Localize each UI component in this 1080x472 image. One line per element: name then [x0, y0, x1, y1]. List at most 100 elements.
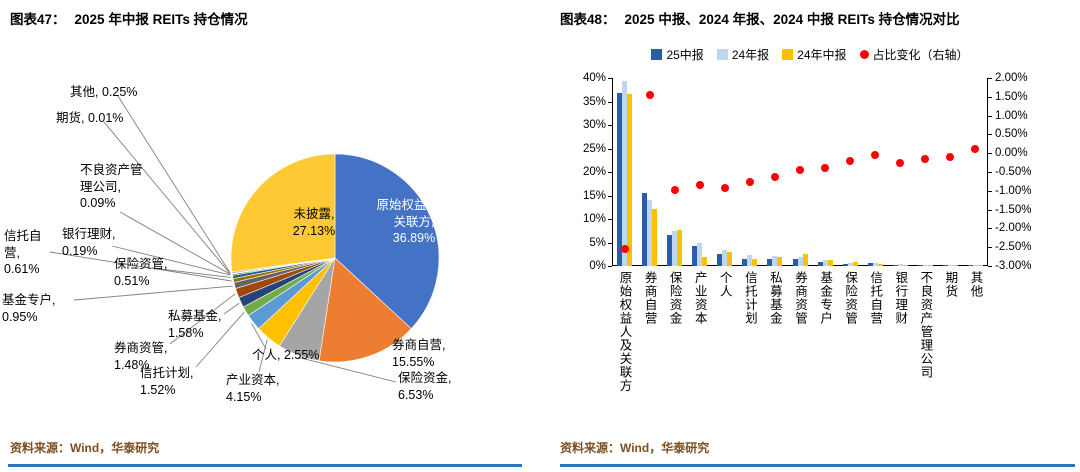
- bar: [928, 265, 933, 266]
- legend-item: 24年报: [717, 46, 769, 63]
- x-axis-label: 其他: [968, 271, 982, 298]
- scatter-dot: [746, 178, 754, 186]
- legend-label: 24年中报: [797, 46, 846, 63]
- bar: [627, 94, 632, 266]
- pie-label: 不良资产管理公司, 0.09%: [80, 162, 150, 212]
- pie-label: 其他, 0.25%: [70, 84, 156, 101]
- y-axis-tickmark: [608, 102, 612, 103]
- scatter-dot: [846, 157, 854, 165]
- right-axis-tick: 1.00%: [995, 110, 1043, 122]
- bar: [677, 230, 682, 266]
- legend-label: 占比变化（右轴）: [873, 46, 969, 63]
- pie-label: 保险资管, 0.51%: [114, 256, 186, 289]
- x-axis-label: 保险资金: [668, 271, 682, 325]
- scatter-dot: [696, 181, 704, 189]
- legend-label: 25中报: [666, 46, 703, 63]
- chart48-bottom-rule: [560, 464, 1075, 467]
- scatter-dot: [896, 159, 904, 167]
- bar: [652, 209, 657, 266]
- x-axis-label: 券商资管: [793, 271, 807, 325]
- y-axis-tick: 30%: [564, 119, 606, 131]
- right-axis-tickmark: [988, 172, 992, 173]
- right-axis-tick: 2.00%: [995, 72, 1043, 84]
- pie-label: 券商自营, 15.55%: [392, 337, 464, 370]
- y-axis-tick: 0%: [564, 260, 606, 272]
- pie-label: 银行理财, 0.19%: [62, 226, 134, 259]
- right-axis-tick: 0.50%: [995, 128, 1043, 140]
- right-axis-tick: -1.00%: [995, 185, 1043, 197]
- y-axis-tick: 35%: [564, 96, 606, 108]
- bar: [978, 265, 983, 266]
- chart48-source: 资料来源：Wind，华泰研究: [560, 439, 709, 456]
- right-axis-tickmark: [988, 210, 992, 211]
- bar: [803, 254, 808, 266]
- right-axis-tickmark: [988, 78, 992, 79]
- chart47-panel: 图表47：2025 年中报 REITs 持仓情况 原始权益人及关联方, 36.8…: [0, 0, 540, 472]
- pie-label: 信托自营, 0.61%: [4, 228, 52, 278]
- right-axis-tickmark: [988, 247, 992, 248]
- scatter-dot: [671, 186, 679, 194]
- y-axis-tick: 15%: [564, 190, 606, 202]
- chart48-legend: 25中报 24年报 24年中报 占比变化（右轴）: [570, 46, 1050, 63]
- x-axis-label: 产业资本: [693, 271, 707, 325]
- legend-square-swatch: [651, 49, 662, 60]
- right-axis-tick: 1.50%: [995, 91, 1043, 103]
- bar: [702, 257, 707, 266]
- right-axis-tickmark: [988, 153, 992, 154]
- scatter-dot: [646, 91, 654, 99]
- legend-square-swatch: [782, 49, 793, 60]
- right-axis-tickmark: [988, 191, 992, 192]
- chart48-figure-label: 图表48：: [560, 12, 616, 27]
- y-axis-tickmark: [608, 243, 612, 244]
- x-axis-label: 银行理财: [893, 271, 907, 325]
- x-axis-label: 不良资产管理公司: [918, 271, 932, 379]
- y-axis-tickmark: [608, 196, 612, 197]
- right-axis-tick: -0.50%: [995, 166, 1043, 178]
- right-axis-tickmark: [988, 228, 992, 229]
- x-axis-label: 信托计划: [743, 271, 757, 325]
- chart47-source: 资料来源：Wind，华泰研究: [10, 439, 159, 456]
- right-axis-tickmark: [988, 116, 992, 117]
- y-axis-tickmark: [608, 219, 612, 220]
- chart47-bottom-rule: [8, 464, 522, 467]
- scatter-dot: [621, 245, 629, 253]
- bar: [953, 265, 958, 266]
- x-axis-label: 券商自营: [643, 271, 657, 325]
- right-axis-tickmark: [988, 266, 992, 267]
- pie-label: 基金专户, 0.95%: [2, 292, 76, 325]
- y-axis-tickmark: [608, 172, 612, 173]
- chart48-panel: 图表48：2025 中报、2024 年报、2024 中报 REITs 持仓情况对…: [540, 0, 1080, 472]
- bar: [777, 257, 782, 266]
- right-axis-tickmark: [988, 97, 992, 98]
- legend-square-swatch: [717, 49, 728, 60]
- pie-label: 个人, 2.55%: [252, 347, 338, 364]
- x-axis-label: 期货: [943, 271, 957, 298]
- right-axis-tick: -3.00%: [995, 260, 1043, 272]
- x-axis-label: 基金专户: [818, 271, 832, 325]
- legend-item: 占比变化（右轴）: [860, 46, 969, 63]
- right-axis-tickmark: [988, 134, 992, 135]
- x-axis-label: 原始权益人及关联方: [618, 271, 632, 393]
- right-axis-tick: 0.00%: [995, 147, 1043, 159]
- x-axis-label: 私募基金: [768, 271, 782, 325]
- bar: [853, 262, 858, 266]
- y-axis-tick: 25%: [564, 143, 606, 155]
- y-axis-tickmark: [608, 149, 612, 150]
- x-axis-label: 保险资管: [843, 271, 857, 325]
- y-axis-tickmark: [608, 125, 612, 126]
- x-axis-label: 个人: [718, 271, 732, 298]
- legend-item: 25中报: [651, 46, 703, 63]
- legend-dot-swatch: [860, 50, 869, 59]
- bar: [878, 264, 883, 266]
- report-figures-row: 图表47：2025 年中报 REITs 持仓情况 原始权益人及关联方, 36.8…: [0, 0, 1080, 472]
- y-axis-tick: 20%: [564, 166, 606, 178]
- pie-label: 私募基金, 1.58%: [168, 308, 240, 341]
- y-axis-tick: 5%: [564, 237, 606, 249]
- x-axis-label: 信托自营: [868, 271, 882, 325]
- right-axis-tick: -2.50%: [995, 241, 1043, 253]
- right-axis-tick: -2.00%: [995, 222, 1043, 234]
- pie-label: 期货, 0.01%: [56, 110, 142, 127]
- scatter-dot: [721, 184, 729, 192]
- scatter-dot: [771, 173, 779, 181]
- legend-item: 24年中报: [782, 46, 846, 63]
